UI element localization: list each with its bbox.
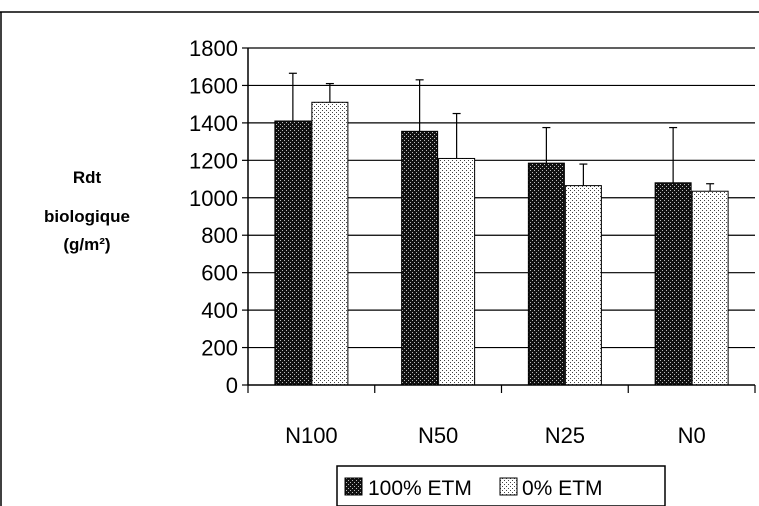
y-tick-label: 0 xyxy=(226,373,238,398)
legend-label-100-etm: 100% ETM xyxy=(368,477,472,500)
bar-100-etm-n50 xyxy=(401,130,439,386)
y-tick-label: 1600 xyxy=(189,73,238,98)
legend-swatch-0-etm xyxy=(499,477,518,496)
bar-100-etm-n25 xyxy=(527,162,565,386)
legend-label-0-etm: 0% ETM xyxy=(522,477,603,500)
x-tick-label: N50 xyxy=(418,423,458,448)
x-axis-ticks: N100 N50 N25 N0 xyxy=(247,385,756,448)
y-tick-label: 600 xyxy=(201,261,238,286)
y-tick-label: 1000 xyxy=(189,186,238,211)
y-axis-label-line-1: Rdt xyxy=(73,168,102,187)
bar-100-etm-n100 xyxy=(274,120,312,386)
bar-100-etm-n0 xyxy=(654,182,692,386)
y-tick-label: 400 xyxy=(201,298,238,323)
bar-0-etm-n0 xyxy=(691,190,729,386)
error-bars xyxy=(288,72,715,192)
bars xyxy=(274,101,729,386)
y-axis-label-line-3: (g/m²) xyxy=(63,235,110,254)
y-tick-label: 1200 xyxy=(189,148,238,173)
legend: 100% ETM 0% ETM xyxy=(336,465,666,506)
y-axis-label-line-2: biologique xyxy=(44,207,130,226)
y-tick-label: 1400 xyxy=(189,111,238,136)
x-tick-label: N25 xyxy=(545,423,585,448)
bar-0-etm-n100 xyxy=(311,101,349,386)
y-axis-ticks: 0 200 400 600 800 1000 1200 1400 1600 1800 xyxy=(189,36,248,398)
y-tick-label: 800 xyxy=(201,223,238,248)
y-tick-label: 1800 xyxy=(189,36,238,61)
bar-0-etm-n25 xyxy=(564,185,602,386)
x-tick-label: N100 xyxy=(285,423,338,448)
y-tick-label: 200 xyxy=(201,336,238,361)
x-tick-label: N0 xyxy=(678,423,706,448)
bar-0-etm-n50 xyxy=(438,157,476,386)
legend-swatch-100-etm xyxy=(344,477,363,496)
